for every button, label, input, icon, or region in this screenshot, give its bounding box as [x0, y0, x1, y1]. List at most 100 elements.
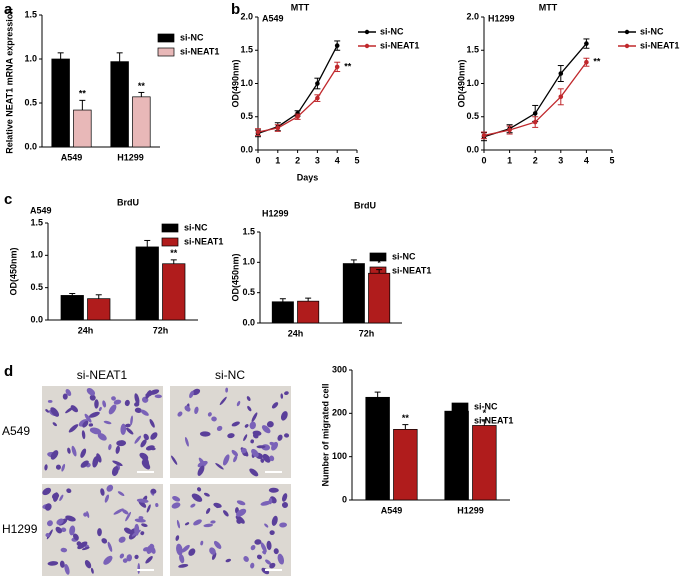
bar	[135, 246, 159, 321]
x-tick-label: 4	[335, 155, 340, 165]
cell	[210, 520, 216, 524]
cell	[45, 532, 50, 538]
y-tick-label: 0.0	[24, 141, 37, 151]
cell	[68, 424, 79, 433]
cell	[249, 421, 256, 430]
cell	[126, 554, 133, 562]
cell	[246, 396, 251, 402]
cell	[140, 439, 147, 448]
cell	[206, 507, 211, 514]
cell	[144, 547, 149, 552]
cell	[211, 552, 217, 560]
chart-title: MTT	[539, 2, 558, 12]
cell	[277, 434, 283, 441]
bar	[297, 300, 320, 324]
bar	[271, 301, 294, 324]
chart-subtitle: H1299	[488, 13, 515, 23]
cell	[103, 420, 112, 425]
cell	[155, 503, 159, 508]
cell	[134, 393, 140, 405]
cell	[138, 516, 144, 520]
cell	[250, 562, 255, 569]
bar	[51, 58, 70, 148]
cell	[197, 460, 208, 468]
cell	[69, 525, 76, 536]
point	[558, 71, 564, 76]
cell	[227, 433, 235, 439]
cell	[96, 453, 102, 463]
bar	[365, 396, 390, 501]
x-tick-label: 24h	[78, 325, 94, 335]
cell	[149, 389, 160, 395]
point	[532, 111, 538, 116]
cell	[94, 399, 99, 409]
x-tick-label: 5	[609, 155, 614, 165]
y-tick-label: 1.0	[24, 53, 37, 63]
x-tick-label: 0	[255, 155, 260, 165]
point	[584, 59, 589, 65]
y-tick-label: 2.0	[466, 11, 479, 21]
chart-subtitle: A549	[262, 13, 284, 23]
cell	[122, 558, 128, 563]
cell	[184, 522, 190, 526]
cell	[216, 425, 223, 431]
cell	[137, 562, 141, 574]
significance: *	[483, 408, 487, 418]
point	[255, 129, 261, 135]
x-tick-label: 1	[275, 155, 280, 165]
panel-label: d	[4, 363, 13, 380]
cell	[243, 434, 248, 442]
x-tick-label: A549	[381, 505, 403, 515]
cell	[86, 511, 90, 518]
cell	[281, 502, 289, 508]
panel-label: b	[231, 1, 240, 18]
cell	[264, 523, 269, 528]
cell	[176, 543, 183, 556]
cell	[244, 424, 249, 428]
cell	[66, 488, 72, 494]
cell	[59, 560, 65, 568]
cell	[266, 421, 274, 428]
cell	[251, 448, 259, 458]
x-tick-label: 72h	[153, 325, 169, 335]
cell	[42, 487, 52, 496]
significance: **	[593, 57, 601, 67]
cell	[84, 413, 92, 423]
legend-marker	[624, 43, 630, 49]
cell	[72, 533, 79, 541]
cell	[136, 498, 149, 503]
chart-title: BrdU	[354, 200, 376, 210]
cell	[236, 500, 246, 506]
cell	[209, 547, 216, 555]
point	[334, 43, 340, 48]
cell	[207, 412, 212, 417]
cell	[262, 550, 266, 555]
cell	[269, 530, 275, 535]
cell	[97, 433, 107, 441]
cell	[271, 441, 279, 451]
cell	[59, 494, 64, 502]
cell	[150, 488, 157, 494]
cell	[261, 425, 271, 434]
y-tick-label: 0.5	[24, 97, 37, 107]
cell	[225, 558, 232, 563]
point	[295, 114, 300, 120]
cell	[118, 536, 126, 543]
y-tick-label: 1.0	[30, 250, 43, 260]
legend-label: si-NEAT1	[392, 265, 431, 275]
cell	[249, 468, 259, 477]
y-tick-label: 0.0	[242, 317, 255, 327]
bar	[87, 298, 111, 321]
bar	[368, 272, 391, 324]
cell	[101, 538, 108, 544]
bar	[73, 109, 92, 148]
cell	[47, 561, 59, 566]
cell	[65, 388, 72, 397]
y-tick-label: 0.0	[240, 144, 253, 154]
y-tick-label: 0	[342, 494, 347, 504]
x-tick-label: 4	[584, 155, 589, 165]
cell	[83, 512, 88, 517]
line	[257, 45, 338, 134]
y-tick-label: 300	[332, 364, 347, 374]
cell	[188, 548, 196, 556]
